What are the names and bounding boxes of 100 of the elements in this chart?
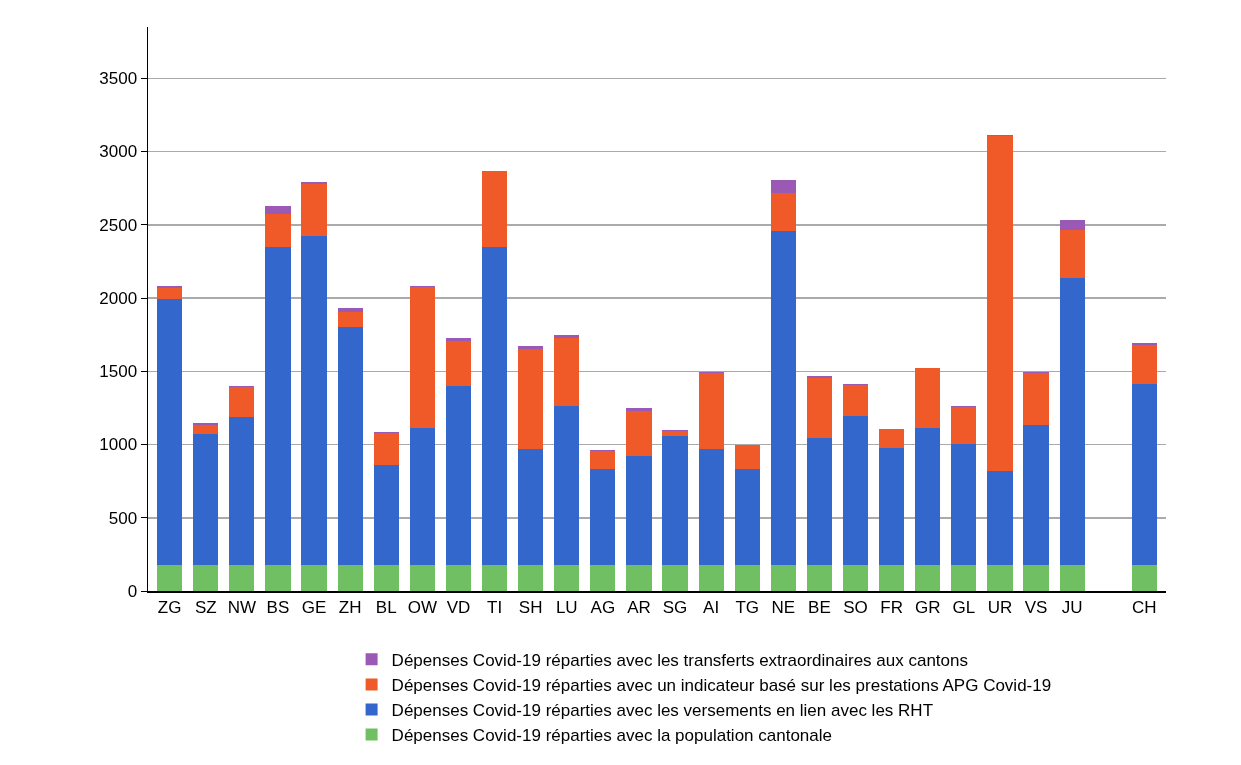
bar (626, 410, 652, 457)
x-tick-label: VS (1024, 597, 1048, 617)
x-tick-label: FR (880, 597, 903, 617)
y-tick-label: 1500 (99, 362, 138, 382)
bar (770, 231, 796, 566)
bar (157, 565, 183, 591)
bar (1023, 425, 1049, 566)
x-tick-label: GL (952, 597, 976, 617)
y-tick-label: 3000 (99, 142, 138, 162)
bar (373, 432, 399, 466)
y-tick-label: 2000 (99, 288, 138, 308)
x-tick-label: VD (446, 597, 471, 617)
bar (193, 425, 219, 434)
bar (842, 385, 869, 416)
bar (301, 565, 327, 591)
bar (770, 193, 796, 232)
y-tick-label: 1000 (99, 435, 138, 455)
bar (265, 205, 291, 214)
y-tick-label: 500 (108, 508, 138, 528)
bar (337, 565, 363, 591)
bar (806, 565, 833, 591)
bar (373, 565, 399, 591)
bar (337, 308, 363, 312)
bar (518, 565, 544, 591)
x-tick-label: UR (987, 597, 1013, 617)
x-tick-label: SZ (194, 597, 217, 617)
x-tick-label: BS (266, 597, 290, 617)
bar (662, 436, 688, 566)
bar (481, 246, 508, 566)
bar (951, 443, 977, 566)
x-tick-label: CH (1132, 597, 1157, 617)
bar (518, 346, 544, 349)
bar (301, 183, 327, 237)
x-tick-label: BE (808, 597, 831, 617)
x-tick-label: ZG (157, 597, 182, 617)
bar (229, 386, 255, 418)
bar (842, 415, 869, 566)
bar (337, 327, 363, 566)
bar (1023, 373, 1049, 426)
bar (1131, 565, 1157, 591)
x-tick-label: OW (407, 597, 437, 617)
bar (879, 565, 905, 591)
bar (626, 456, 652, 566)
bar (806, 377, 833, 438)
legend-label: Dépenses Covid-19 réparties avec un indicateur basé sur les prestations APG Covid-19 (391, 676, 1052, 696)
bar (518, 348, 544, 449)
bar (698, 372, 724, 449)
bar (951, 407, 977, 444)
bar (229, 565, 255, 591)
bar (554, 406, 580, 566)
bar (301, 236, 327, 566)
bar (157, 299, 183, 566)
bar (626, 565, 652, 591)
x-tick-label: LU (555, 597, 578, 617)
y-tick-label: 3500 (99, 69, 138, 89)
bar (590, 468, 616, 566)
bar (1059, 219, 1085, 230)
bar (554, 565, 580, 591)
x-tick-label: JU (1061, 597, 1083, 617)
bar (915, 368, 941, 429)
y-tick-label: 0 (127, 581, 138, 601)
bar (554, 335, 580, 339)
bar (373, 465, 399, 566)
bar (734, 565, 760, 591)
bar (662, 431, 688, 437)
x-tick-label: GE (301, 597, 327, 617)
bar (915, 428, 941, 566)
legend-label: Dépenses Covid-19 réparties avec les versements en lien avec les RHT (391, 701, 934, 721)
bar (1023, 565, 1049, 591)
bar (879, 429, 905, 449)
bar (265, 565, 291, 591)
bar (445, 385, 472, 566)
x-tick-label: ZH (338, 597, 362, 617)
bar (229, 417, 255, 566)
x-tick-label: AG (590, 597, 616, 617)
bar (337, 311, 363, 328)
x-tick-label: TI (487, 597, 503, 617)
bar (301, 181, 327, 184)
bar (193, 433, 219, 566)
bar (409, 287, 435, 429)
bar (1059, 565, 1085, 591)
bar (409, 428, 435, 566)
bar (193, 565, 219, 591)
bar (770, 180, 796, 194)
bar (662, 565, 688, 591)
bar (445, 341, 472, 386)
bar (157, 288, 183, 300)
bar (265, 246, 291, 566)
bar (590, 451, 616, 469)
x-tick-label: NE (771, 597, 796, 617)
x-tick-label: GR (914, 597, 941, 617)
bar (842, 565, 869, 591)
x-tick-label: TG (735, 597, 760, 617)
legend-label: Dépenses Covid-19 réparties avec la population cantonale (391, 726, 832, 746)
bar (698, 448, 724, 566)
bar (1059, 278, 1085, 566)
bar (409, 565, 435, 591)
y-tick-label: 2500 (99, 215, 138, 235)
bar (1131, 383, 1157, 566)
bar (445, 565, 472, 591)
